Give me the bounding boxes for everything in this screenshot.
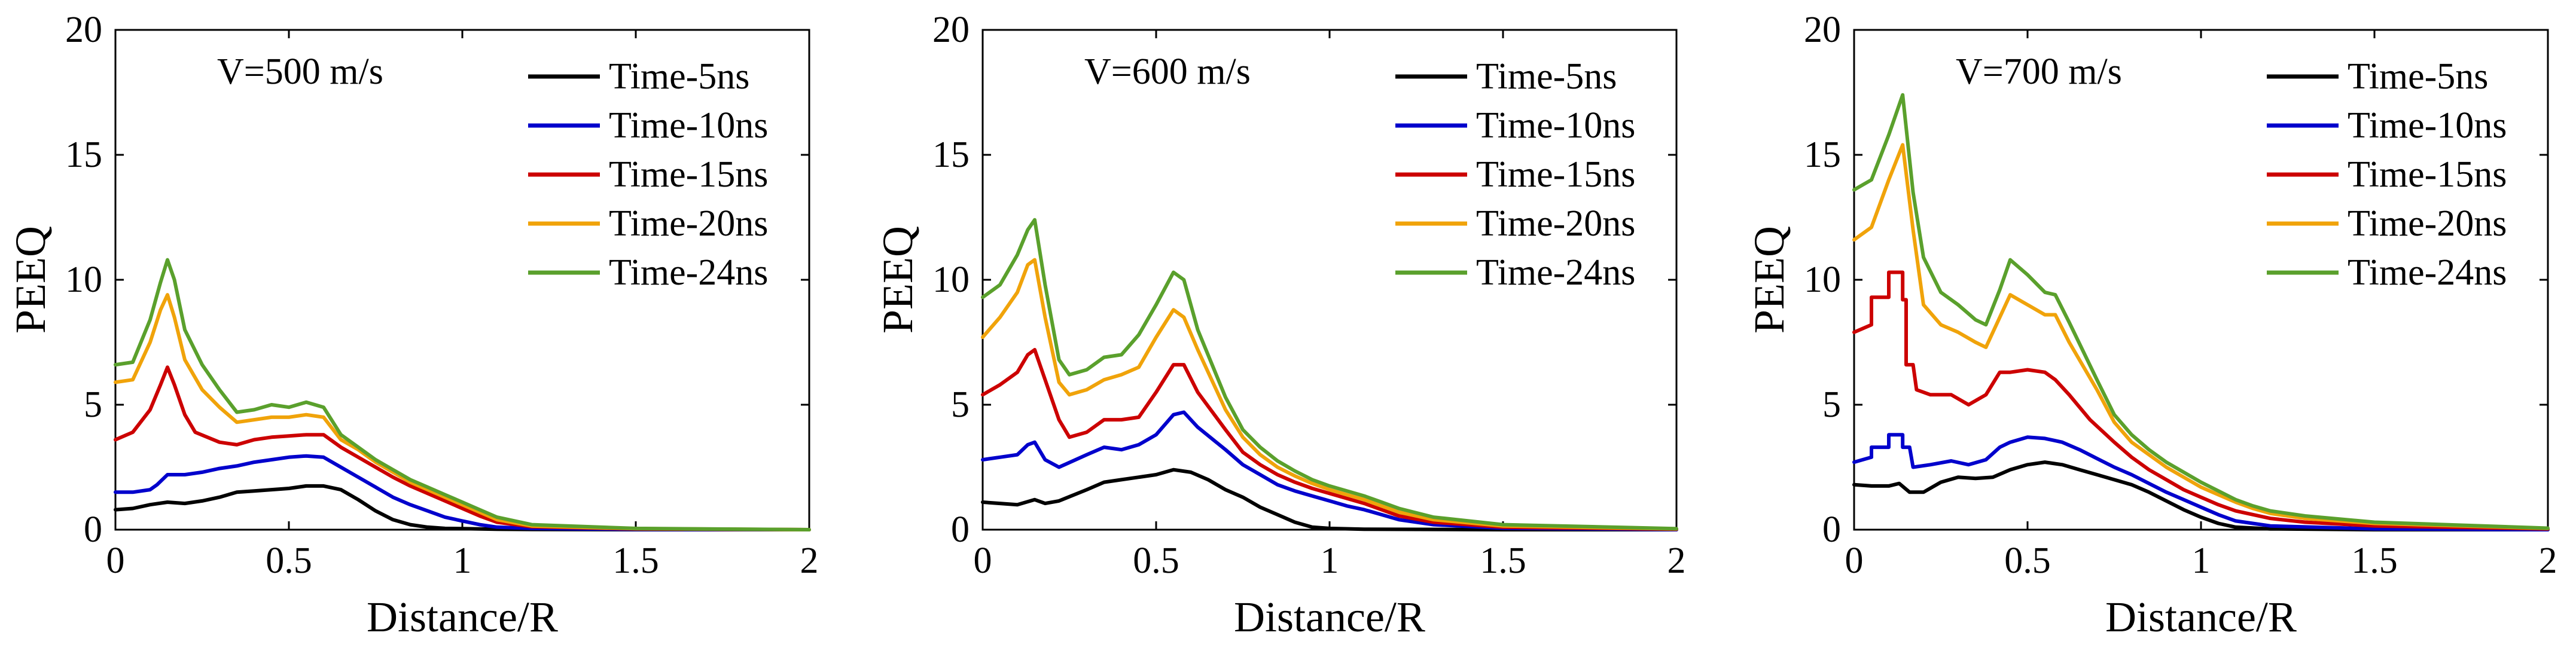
series-line-time-15ns bbox=[114, 365, 811, 531]
x-tick-label: 1 bbox=[453, 540, 472, 581]
y-axis-label: PEEQ bbox=[7, 226, 54, 334]
legend-label: Time-15ns bbox=[2348, 154, 2507, 195]
y-tick-label: 10 bbox=[932, 259, 970, 300]
legend-label: Time-24ns bbox=[2348, 252, 2507, 293]
x-tick-label: 0.5 bbox=[2004, 540, 2051, 581]
series-line-time-15ns bbox=[1852, 270, 2550, 531]
y-tick-label: 15 bbox=[1804, 135, 1841, 175]
series-line-time-5ns bbox=[981, 468, 1678, 531]
series-line-time-20ns bbox=[1852, 143, 2550, 530]
x-tick-label: 2 bbox=[2539, 540, 2557, 581]
legend-label: Time-20ns bbox=[1476, 203, 1635, 244]
series-line-time-20ns bbox=[981, 258, 1678, 531]
velocity-annotation: V=500 m/s bbox=[217, 51, 383, 92]
y-tick-label: 20 bbox=[65, 10, 102, 50]
x-tick-label: 2 bbox=[1667, 540, 1686, 581]
legend-label: Time-5ns bbox=[1476, 56, 1617, 97]
series-line-time-24ns bbox=[114, 258, 811, 531]
y-tick-label: 20 bbox=[1804, 10, 1841, 50]
x-tick-label: 0 bbox=[1845, 540, 1864, 581]
y-tick-label: 5 bbox=[1822, 384, 1841, 425]
legend-label: Time-15ns bbox=[609, 154, 768, 195]
series-line-time-24ns bbox=[981, 218, 1678, 531]
y-tick-label: 10 bbox=[65, 259, 102, 300]
x-tick-label: 1.5 bbox=[1480, 540, 1526, 581]
x-tick-label: 0.5 bbox=[266, 540, 312, 581]
x-tick-label: 1 bbox=[1321, 540, 1339, 581]
x-tick-label: 1 bbox=[2192, 540, 2211, 581]
series-line-time-5ns bbox=[114, 484, 811, 531]
velocity-annotation: V=700 m/s bbox=[1956, 51, 2122, 92]
x-tick-label: 2 bbox=[800, 540, 819, 581]
legend-label: Time-10ns bbox=[609, 105, 768, 146]
x-axis-label: Distance/R bbox=[367, 593, 558, 641]
series-line-time-20ns bbox=[114, 293, 811, 531]
legend-label: Time-5ns bbox=[2348, 56, 2488, 97]
legend-label: Time-24ns bbox=[1476, 252, 1635, 293]
y-tick-label: 20 bbox=[932, 10, 970, 50]
series-line-time-10ns bbox=[114, 454, 811, 531]
y-tick-label: 10 bbox=[1804, 259, 1841, 300]
velocity-annotation: V=600 m/s bbox=[1084, 51, 1251, 92]
y-tick-label: 0 bbox=[84, 509, 102, 550]
y-tick-label: 5 bbox=[84, 384, 102, 425]
x-tick-label: 0 bbox=[106, 540, 125, 581]
x-tick-label: 0 bbox=[974, 540, 992, 581]
series-line-time-10ns bbox=[1852, 433, 2550, 531]
y-axis-label: PEEQ bbox=[874, 226, 922, 334]
y-tick-label: 0 bbox=[1822, 509, 1841, 550]
y-tick-label: 15 bbox=[65, 135, 102, 175]
y-tick-label: 15 bbox=[932, 135, 970, 175]
legend-label: Time-10ns bbox=[1476, 105, 1635, 146]
y-tick-label: 0 bbox=[951, 509, 970, 550]
x-tick-label: 1.5 bbox=[612, 540, 659, 581]
legend-label: Time-20ns bbox=[2348, 203, 2507, 244]
y-tick-label: 5 bbox=[951, 384, 970, 425]
x-axis-label: Distance/R bbox=[1234, 593, 1425, 641]
x-tick-label: 0.5 bbox=[1133, 540, 1179, 581]
legend-label: Time-24ns bbox=[609, 252, 768, 293]
legend-label: Time-5ns bbox=[609, 56, 749, 97]
series-line-time-15ns bbox=[981, 348, 1678, 531]
legend-label: Time-15ns bbox=[1476, 154, 1635, 195]
x-axis-label: Distance/R bbox=[2105, 593, 2297, 641]
legend-label: Time-10ns bbox=[2348, 105, 2507, 146]
legend-label: Time-20ns bbox=[609, 203, 768, 244]
series-line-time-10ns bbox=[981, 410, 1678, 531]
series-line-time-24ns bbox=[1852, 93, 2550, 530]
y-axis-label: PEEQ bbox=[1745, 226, 1793, 334]
series-line-time-5ns bbox=[1852, 460, 2550, 531]
x-tick-label: 1.5 bbox=[2351, 540, 2398, 581]
